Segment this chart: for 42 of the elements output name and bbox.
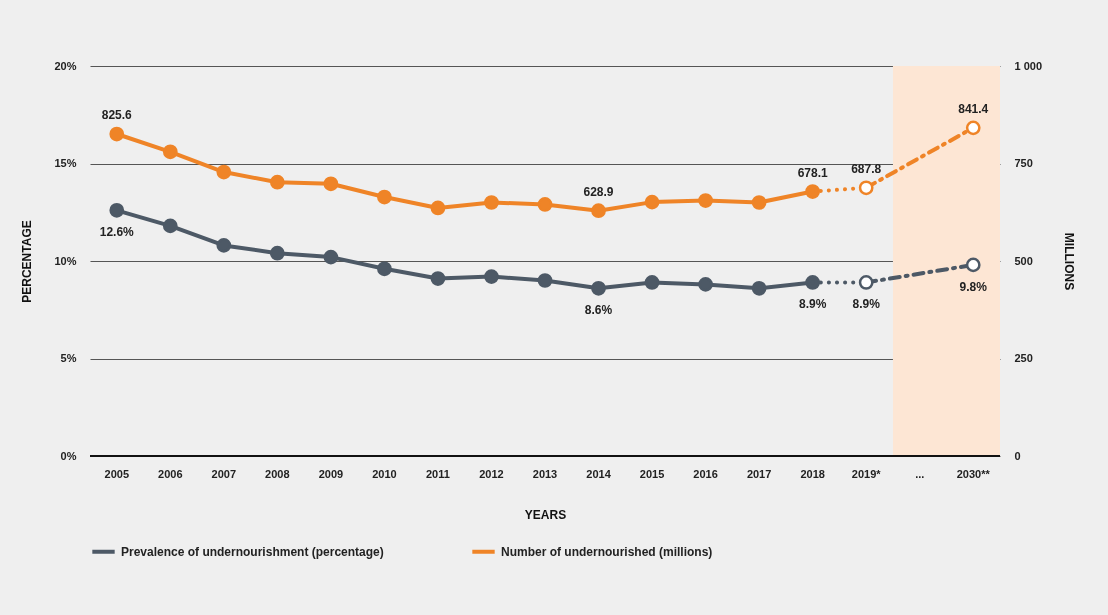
legend-label: Prevalence of undernourishment (percentage): [121, 544, 384, 559]
y-tick-label: 20%: [54, 59, 77, 72]
data-label: 628.9: [583, 184, 614, 199]
x-tick-label: 2015: [639, 467, 665, 480]
x-tick-label: 2006: [158, 467, 183, 480]
y-axis-title: PERCENTAGE: [20, 220, 35, 303]
data-label: 9.8%: [959, 279, 988, 294]
x-tick-label: 2018: [800, 467, 825, 480]
x-tick-label: 2014: [586, 467, 612, 480]
y-tick-label: 10%: [54, 254, 77, 267]
data-label: 678.1: [797, 165, 828, 180]
y-tick-label: 5%: [60, 352, 77, 364]
x-tick-label: 2008: [265, 467, 290, 480]
legend-label: Number of undernourished (millions): [501, 544, 713, 559]
y-tick-label: 15%: [54, 157, 77, 169]
x-tick-label: ...: [915, 467, 925, 480]
y2-axis-title: MILLIONS: [1062, 232, 1077, 291]
data-label: 825.6: [101, 108, 133, 123]
x-tick-label: 2005: [104, 467, 130, 480]
y2-tick-label: 500: [1014, 254, 1033, 267]
x-tick-label: 2030**: [956, 467, 991, 480]
y2-tick-label: 1 000: [1014, 59, 1043, 72]
x-tick-label: 2012: [479, 467, 504, 480]
x-axis-title: YEARS: [524, 507, 567, 522]
data-label: 687.8: [851, 161, 882, 176]
x-tick-label: 2017: [746, 467, 772, 480]
x-tick-label: 2011: [426, 467, 450, 480]
data-label: 8.9%: [852, 297, 881, 312]
x-tick-label: 2016: [693, 467, 718, 480]
x-tick-label: 2013: [532, 467, 558, 480]
x-tick-label: 2007: [211, 467, 237, 480]
y2-tick-label: 750: [1014, 157, 1033, 169]
x-tick-label: 2009: [318, 467, 344, 480]
data-label: 8.6%: [584, 303, 613, 318]
x-tick-label: 2010: [372, 467, 397, 480]
data-label: 8.9%: [798, 297, 827, 312]
data-label: 841.4: [958, 101, 989, 116]
data-label: 12.6%: [99, 225, 135, 240]
x-tick-label: 2019*: [851, 467, 882, 480]
y-tick-label: 0%: [60, 449, 77, 462]
y2-tick-label: 250: [1014, 352, 1033, 364]
y2-tick-label: 0: [1014, 449, 1021, 462]
